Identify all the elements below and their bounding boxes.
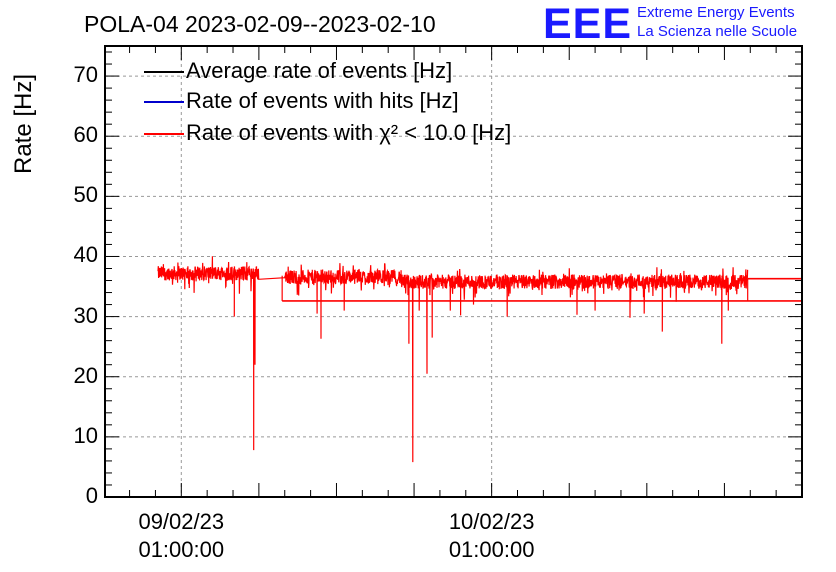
chart-title: POLA-04 2023-02-09--2023-02-10 (84, 11, 436, 37)
x-axis-ticks (129, 46, 803, 497)
legend-swatch-chi2 (144, 133, 184, 135)
y-tick-label: 60 (73, 122, 98, 148)
legend-label-chi2: Rate of events with χ² < 10.0 [Hz] (186, 120, 512, 145)
y-tick-label: 30 (73, 302, 98, 328)
y-axis-label: Rate [Hz] (10, 73, 37, 174)
y-tick-label: 50 (73, 182, 98, 208)
legend-swatch-average (144, 71, 184, 73)
logo-caption-line2: La Scienza nelle Scuole (637, 23, 798, 40)
x-tick-label: 10/02/23 01:00:00 (448, 509, 535, 562)
legend-label-average: Average rate of events [Hz] (186, 58, 453, 83)
legend-swatch-hits (144, 101, 184, 103)
plot-frame (104, 45, 803, 498)
y-tick-label: 40 (73, 242, 98, 268)
legend-label-hits: Rate of events with hits [Hz] (186, 88, 459, 113)
y-tick-label: 10 (73, 422, 98, 448)
y-axis-ticks (105, 51, 802, 498)
series-chi2-line (157, 256, 749, 463)
x-tick-label: 09/02/23 01:00:00 (138, 509, 225, 562)
logo-caption-line1: Extreme Energy Events (637, 4, 795, 21)
y-tick-label: 0 (85, 483, 98, 508)
logo-caption: Extreme Energy Events La Scienza nelle S… (637, 3, 797, 41)
y-tick-label: 20 (73, 362, 98, 388)
y-tick-label: 70 (73, 62, 98, 88)
eee-logo: EEE (543, 0, 633, 48)
series-layer (157, 256, 802, 463)
grid-lines (105, 46, 802, 497)
